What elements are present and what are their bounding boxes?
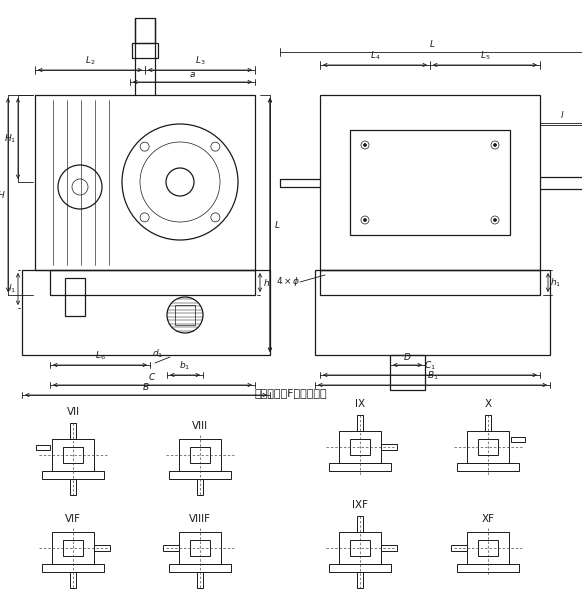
Bar [457, 564, 519, 572]
Text: $H$: $H$ [0, 189, 6, 201]
Text: $h_1$: $h_1$ [550, 276, 561, 289]
Bar [169, 471, 231, 479]
Text: $L_2$: $L_2$ [85, 54, 95, 67]
Text: VIF: VIF [65, 514, 81, 524]
Bar [467, 431, 509, 463]
Bar [197, 479, 203, 495]
Circle shape [364, 144, 367, 147]
Text: $L$: $L$ [430, 38, 436, 49]
Bar [135, 18, 155, 43]
Text: X: X [484, 399, 492, 409]
Bar [350, 540, 370, 556]
Bar [357, 572, 363, 588]
Bar [179, 439, 221, 471]
Bar [42, 471, 104, 479]
Text: XF: XF [481, 514, 495, 524]
Text: IXF: IXF [352, 500, 368, 510]
Bar [357, 516, 363, 532]
Text: VII: VII [66, 407, 80, 417]
Text: $4\times\phi$: $4\times\phi$ [276, 276, 300, 288]
Text: $L_5$: $L_5$ [480, 49, 490, 62]
Bar [52, 532, 94, 564]
Bar [329, 564, 391, 572]
Bar [50, 270, 255, 295]
Bar [63, 540, 83, 556]
Circle shape [364, 218, 367, 221]
Bar [457, 463, 519, 471]
Bar [485, 415, 491, 431]
Bar [511, 437, 525, 441]
Text: $L_3$: $L_3$ [195, 54, 205, 67]
Bar [179, 532, 221, 564]
Text: $C$: $C$ [148, 371, 157, 382]
Bar [339, 532, 381, 564]
Bar [190, 540, 210, 556]
Bar [390, 355, 425, 390]
Bar [35, 95, 255, 270]
Bar [190, 447, 210, 463]
Text: $h$: $h$ [263, 277, 270, 288]
Bar [350, 130, 510, 235]
Bar [478, 439, 498, 455]
Text: VIII: VIII [192, 421, 208, 431]
Bar [70, 479, 76, 495]
Bar [169, 564, 231, 572]
Bar [197, 572, 203, 588]
Circle shape [494, 218, 496, 221]
Bar [329, 463, 391, 471]
Bar [339, 431, 381, 463]
Circle shape [494, 144, 496, 147]
Text: $B_1$: $B_1$ [427, 370, 438, 382]
Text: $C_1$: $C_1$ [424, 359, 436, 372]
Bar [350, 439, 370, 455]
Bar [65, 278, 85, 316]
Bar [42, 564, 104, 572]
Bar [63, 447, 83, 463]
Text: $a$: $a$ [189, 70, 196, 79]
Text: $L_4$: $L_4$ [370, 49, 380, 62]
Text: $B$: $B$ [142, 381, 150, 392]
Text: $H_1$: $H_1$ [3, 132, 16, 145]
Text: $L_6$: $L_6$ [95, 350, 105, 362]
Bar [320, 95, 540, 270]
Text: IX: IX [355, 399, 365, 409]
Bar [52, 439, 94, 471]
Bar [163, 545, 179, 551]
Text: 装配型式（F一带风扇）: 装配型式（F一带风扇） [255, 388, 327, 398]
Bar [132, 43, 158, 58]
Text: VIIIF: VIIIF [189, 514, 211, 524]
Text: $l$: $l$ [560, 109, 565, 120]
Bar [94, 545, 110, 551]
Bar [478, 540, 498, 556]
Bar [70, 572, 76, 588]
Text: $d_1$: $d_1$ [152, 347, 163, 360]
Text: $l_1$: $l_1$ [8, 283, 16, 295]
Bar [451, 545, 467, 551]
Bar [357, 415, 363, 431]
Text: $b_1$: $b_1$ [179, 359, 191, 372]
Bar [320, 270, 540, 295]
Text: $D$: $D$ [403, 351, 411, 362]
Bar [315, 270, 550, 355]
Text: $L$: $L$ [274, 219, 281, 230]
Bar [381, 444, 397, 450]
Bar [70, 423, 76, 439]
Bar [467, 532, 509, 564]
Bar [175, 305, 195, 325]
Bar [36, 444, 50, 449]
Bar [381, 545, 397, 551]
Bar [22, 270, 270, 355]
